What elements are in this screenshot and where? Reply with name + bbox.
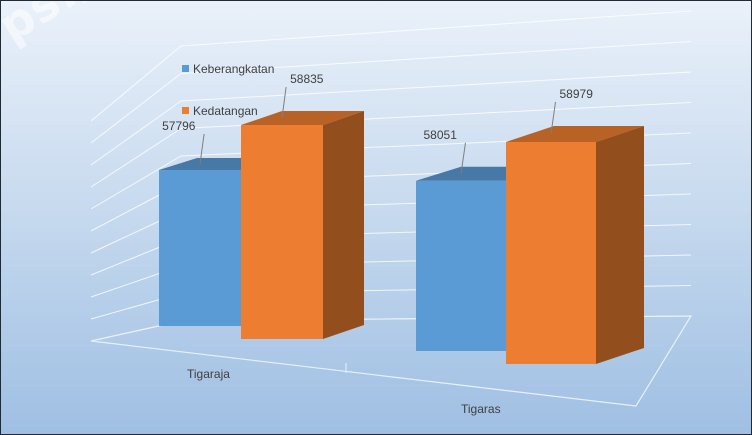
chart-floor xyxy=(90,315,693,407)
data-labels: 57796 58835 58051 58979 xyxy=(162,72,593,174)
legend-label-keberangkatan: Keberangkatan xyxy=(193,62,274,76)
bar-kedatangan-tigaraja xyxy=(241,125,323,339)
legend: Keberangkatan Kedatangan xyxy=(182,62,274,118)
category-axis: Tigaraja Tigaras xyxy=(187,367,501,416)
gridline xyxy=(180,10,692,47)
leader-line xyxy=(460,142,466,174)
data-label-kedatangan-tigaras: 58979 xyxy=(560,87,594,101)
gridline xyxy=(180,41,692,74)
bar-keberangkatan-tigaras xyxy=(416,180,506,351)
tick-label-tigaraja: Tigaraja xyxy=(187,367,230,381)
gridline xyxy=(90,45,182,122)
data-label-keberangkatan-tigaras: 58051 xyxy=(424,128,458,142)
floor-outline xyxy=(90,315,693,407)
gridline xyxy=(90,100,182,166)
bar-side xyxy=(596,125,644,364)
bars xyxy=(159,111,644,364)
legend-swatch-kedatangan xyxy=(182,107,189,114)
bar-keberangkatan-tigaraja xyxy=(159,169,241,326)
gridline xyxy=(90,128,182,188)
gridline xyxy=(180,71,692,102)
gridline xyxy=(90,73,182,144)
leader-line xyxy=(281,86,287,119)
gridline xyxy=(90,155,182,210)
data-label-keberangkatan-tigaraja: 57796 xyxy=(162,119,196,133)
leader-line xyxy=(199,133,205,165)
legend-label-kedatangan: Kedatangan xyxy=(193,104,258,118)
data-label-kedatangan-tigaraja: 58835 xyxy=(290,72,324,86)
bar-kedatangan-tigaras xyxy=(506,141,596,364)
bar-side xyxy=(323,111,364,339)
tick-label-tigaras: Tigaras xyxy=(461,402,501,416)
leader-line xyxy=(550,101,556,135)
legend-swatch-keberangkatan xyxy=(182,65,189,72)
bar-top xyxy=(506,125,644,142)
